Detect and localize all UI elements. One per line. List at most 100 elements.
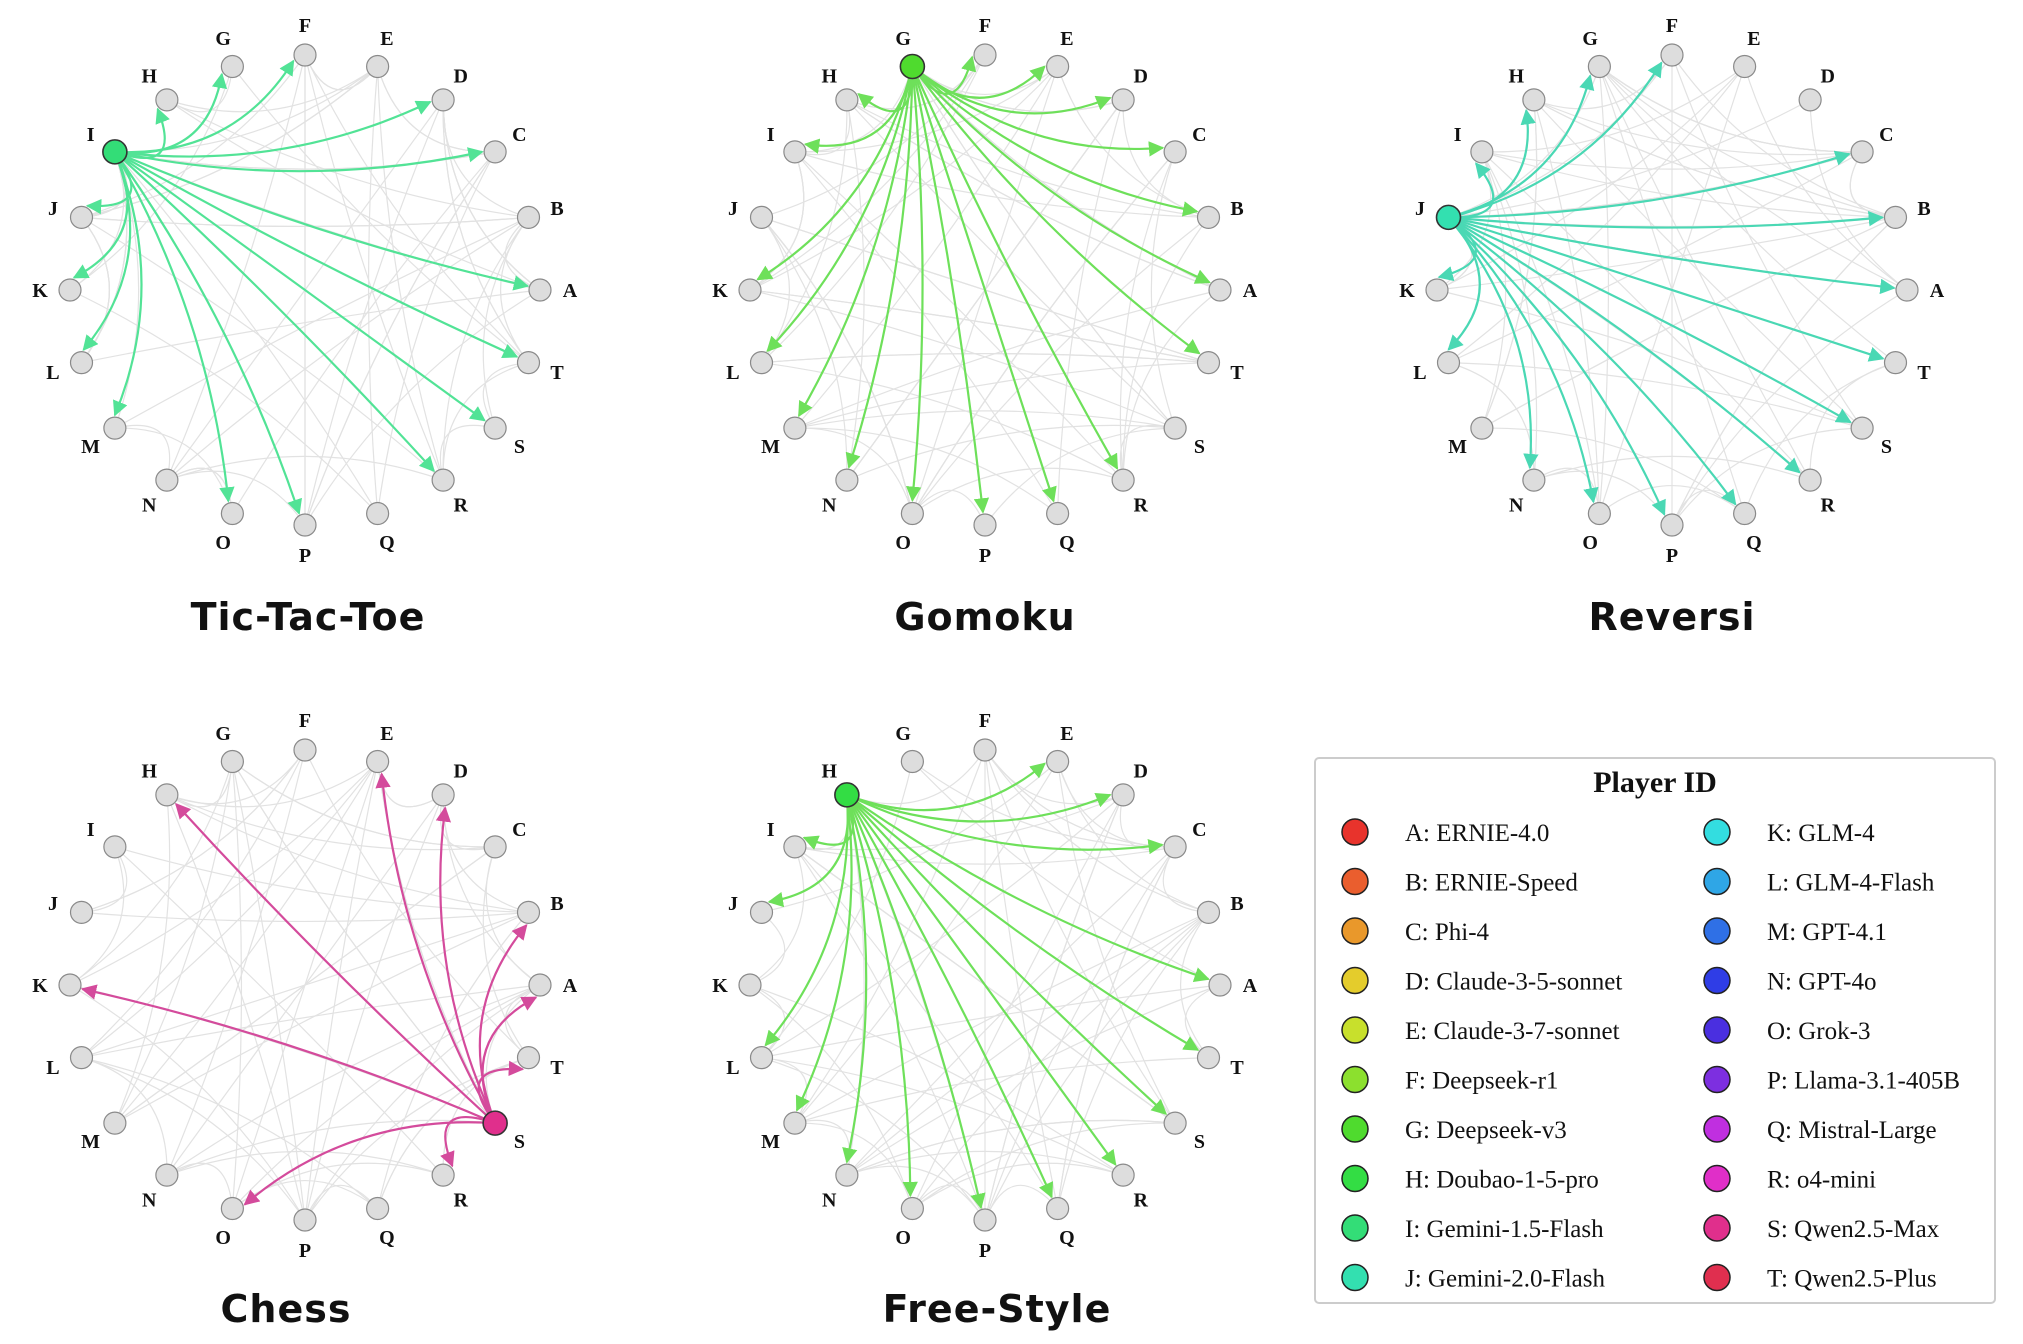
node-label-H: H xyxy=(1508,66,1524,88)
node-S xyxy=(1163,1111,1187,1135)
background-edge xyxy=(1448,362,1863,429)
node-A xyxy=(1208,973,1232,997)
node-label-M: M xyxy=(761,1131,780,1153)
node-label-P: P xyxy=(299,545,311,567)
edge-I-O xyxy=(113,151,235,503)
edge-I-R xyxy=(114,151,435,473)
edge-S-D xyxy=(435,806,497,1124)
background-edge xyxy=(794,151,1209,218)
node-K xyxy=(1425,278,1449,302)
node-E xyxy=(1046,749,1070,774)
node-L xyxy=(69,351,94,375)
node-label-K: K xyxy=(1399,280,1415,302)
background-edge xyxy=(166,455,444,481)
background-edge xyxy=(1809,99,1908,291)
node-M xyxy=(783,416,807,440)
node-O xyxy=(1587,501,1611,526)
background-edge xyxy=(794,794,1124,851)
background-edge xyxy=(794,846,986,1221)
node-D xyxy=(431,783,455,807)
background-edge xyxy=(166,54,306,481)
background-edge xyxy=(166,794,496,851)
background-edge xyxy=(1057,911,1209,1209)
node-label-A: A xyxy=(563,975,578,997)
node-label-P: P xyxy=(1666,545,1678,567)
legend-entry: K: GLM-4 xyxy=(1767,820,1875,847)
node-label-A: A xyxy=(563,280,578,302)
background-edge xyxy=(984,749,1176,848)
node-label-F: F xyxy=(979,15,991,37)
node-label-J: J xyxy=(728,893,738,915)
background-edge xyxy=(231,761,306,1221)
node-C xyxy=(1850,140,1874,164)
legend-swatch xyxy=(1341,917,1369,945)
node-label-D: D xyxy=(454,761,468,783)
background-edge xyxy=(81,749,306,913)
edge-G-H xyxy=(857,66,914,113)
node-label-K: K xyxy=(32,280,48,302)
background-edge xyxy=(1481,66,1745,153)
node-R xyxy=(1111,468,1135,492)
background-edge xyxy=(1448,66,1746,364)
node-label-R: R xyxy=(454,494,469,516)
node-R xyxy=(431,468,455,492)
edge-H-A xyxy=(846,793,1210,982)
node-label-C: C xyxy=(512,819,526,841)
edge-H-J xyxy=(767,794,850,908)
node-I xyxy=(783,140,807,164)
background-edge xyxy=(81,289,541,364)
background-edge xyxy=(442,99,529,363)
legend-entry: A: ERNIE-4.0 xyxy=(1405,820,1549,847)
legend-swatch xyxy=(1341,1263,1369,1292)
background-edge xyxy=(1671,216,1896,526)
node-O xyxy=(900,1196,924,1221)
background-edge xyxy=(114,151,379,514)
background-edge xyxy=(304,1057,529,1221)
node-S xyxy=(1850,416,1874,440)
node-label-H: H xyxy=(821,761,837,783)
background-edge xyxy=(81,66,379,218)
background-edge xyxy=(984,427,1176,526)
node-label-E: E xyxy=(380,28,393,50)
node-S xyxy=(482,1110,508,1136)
node-F xyxy=(973,43,997,67)
node-label-I: I xyxy=(87,124,95,146)
node-label-O: O xyxy=(215,1227,231,1249)
background-edge xyxy=(794,362,1209,429)
node-label-N: N xyxy=(822,1189,837,1211)
node-label-B: B xyxy=(1230,893,1243,915)
background-edge xyxy=(984,749,1209,913)
node-T xyxy=(516,1046,541,1070)
legend-entry: C: Phi-4 xyxy=(1405,919,1490,946)
edge-G-O xyxy=(906,66,924,503)
background-edge xyxy=(1448,66,1600,218)
node-label-S: S xyxy=(514,436,525,458)
node-B xyxy=(1883,205,1908,229)
background-edge xyxy=(984,794,1124,1221)
background-edge xyxy=(794,410,1176,429)
background-edge xyxy=(166,1162,233,1209)
node-label-T: T xyxy=(1230,362,1244,384)
node-label-H: H xyxy=(141,761,157,783)
panel-title: Tic-Tac-Toe xyxy=(191,595,426,639)
legend-entry: F: Deepseek-r1 xyxy=(1405,1068,1558,1095)
node-L xyxy=(749,351,774,375)
background-edge xyxy=(1671,427,1863,526)
edge-J-K xyxy=(1437,216,1477,282)
node-label-N: N xyxy=(142,1189,157,1211)
background-edge xyxy=(1122,289,1221,481)
background-edge xyxy=(749,846,805,986)
background-edge xyxy=(761,1057,986,1221)
background-edge xyxy=(304,289,541,526)
node-label-K: K xyxy=(712,975,728,997)
background-edge xyxy=(81,216,529,228)
background-edge xyxy=(367,66,379,514)
background-edge xyxy=(81,749,306,1059)
node-label-C: C xyxy=(1879,124,1893,146)
node-label-N: N xyxy=(142,494,157,516)
node-M xyxy=(783,1111,807,1135)
node-R xyxy=(431,1163,455,1187)
background-edge xyxy=(377,1057,529,1209)
node-label-L: L xyxy=(46,1057,59,1079)
node-label-A: A xyxy=(1930,280,1945,302)
